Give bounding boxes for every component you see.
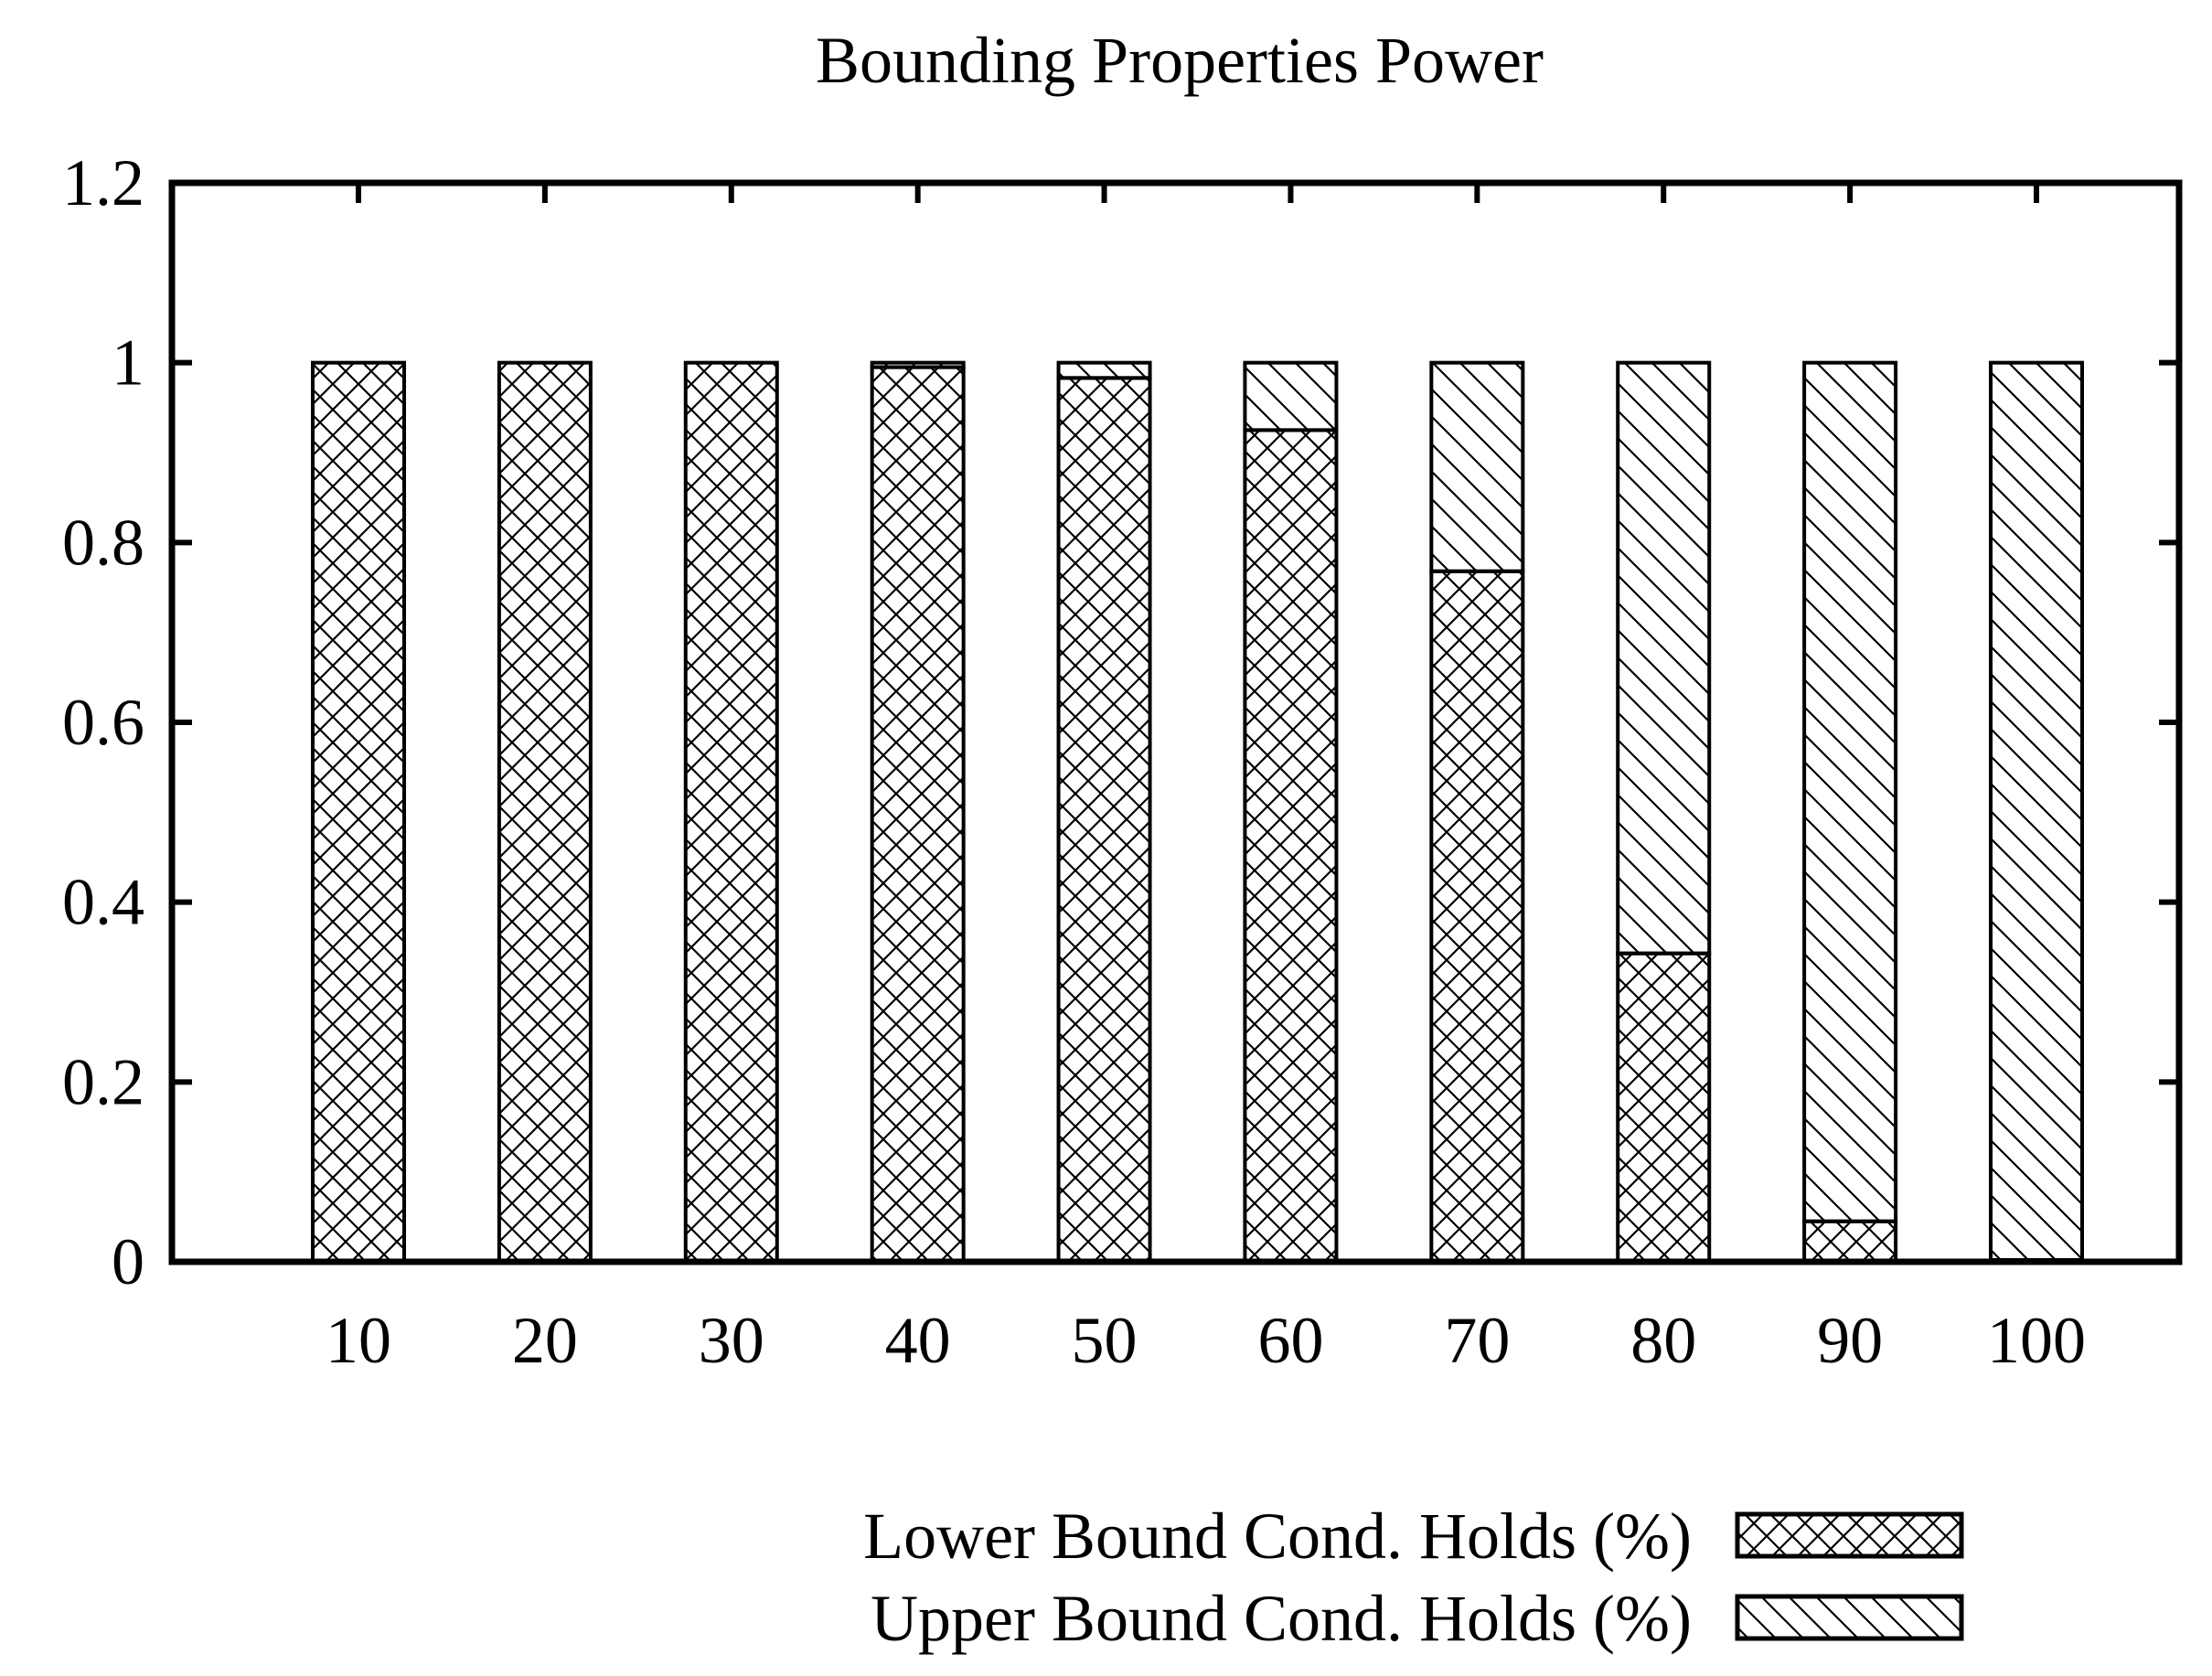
bar-segment-diagonal-50	[1056, 360, 1152, 380]
bar-segment-diagonal-70	[1429, 360, 1525, 573]
bar-segment-crosshatch-90	[1802, 1219, 1898, 1264]
x-tick-label: 20	[512, 1304, 578, 1377]
bar-segment-crosshatch-70	[1429, 569, 1525, 1264]
x-tick-label: 90	[1817, 1304, 1883, 1377]
bar-segment-diagonal-100	[1989, 360, 2084, 1263]
legend-label: Upper Bound Cond. Holds (%)	[871, 1582, 1692, 1655]
bar-segment-crosshatch-80	[1616, 951, 1712, 1264]
x-tick-label: 80	[1630, 1304, 1696, 1377]
bar-segment-crosshatch-10	[311, 360, 406, 1264]
x-axis-ticks: 10 20 30 40 50 60 70 80 90 100	[326, 183, 2086, 1377]
bars	[311, 360, 2084, 1265]
y-tick-label: 1.2	[62, 146, 144, 219]
bar-segment-diagonal-80	[1616, 360, 1712, 955]
x-tick-label: 50	[1072, 1304, 1138, 1377]
y-tick-label: 0.8	[62, 506, 144, 579]
y-tick-label: 0.4	[62, 866, 144, 939]
bar-segment-diagonal-90	[1802, 360, 1898, 1223]
x-tick-label: 60	[1257, 1304, 1323, 1377]
bar-segment-diagonal-60	[1243, 360, 1339, 432]
legend-swatch-crosshatch	[1735, 1511, 1964, 1559]
x-tick-label: 40	[885, 1304, 951, 1377]
legend-swatch-diagonal	[1735, 1594, 1964, 1641]
bar-segment-crosshatch-40	[870, 365, 966, 1265]
y-axis-ticks: 0 0.2 0.4 0.6 0.8 1 1.2	[62, 146, 2179, 1298]
chart-title: Bounding Properties Power	[816, 24, 1544, 97]
x-tick-label: 70	[1444, 1304, 1510, 1377]
x-tick-label: 10	[326, 1304, 391, 1377]
plot-frame	[168, 179, 2183, 1265]
x-tick-label: 30	[699, 1304, 764, 1377]
bar-segment-diagonal-40	[870, 360, 966, 369]
y-tick-label: 0	[112, 1225, 144, 1298]
legend: Lower Bound Cond. Holds (%) Upper Bound C…	[863, 1500, 1964, 1655]
x-tick-label: 100	[1987, 1304, 2086, 1377]
legend-label: Lower Bound Cond. Holds (%)	[863, 1500, 1692, 1573]
bar-segment-crosshatch-20	[497, 360, 593, 1264]
y-tick-label: 0.6	[62, 686, 144, 759]
y-tick-label: 1	[112, 326, 144, 400]
bar-segment-crosshatch-50	[1056, 376, 1152, 1264]
bar-segment-crosshatch-30	[683, 360, 779, 1264]
y-tick-label: 0.2	[62, 1045, 144, 1118]
bar-segment-crosshatch-60	[1243, 428, 1339, 1264]
